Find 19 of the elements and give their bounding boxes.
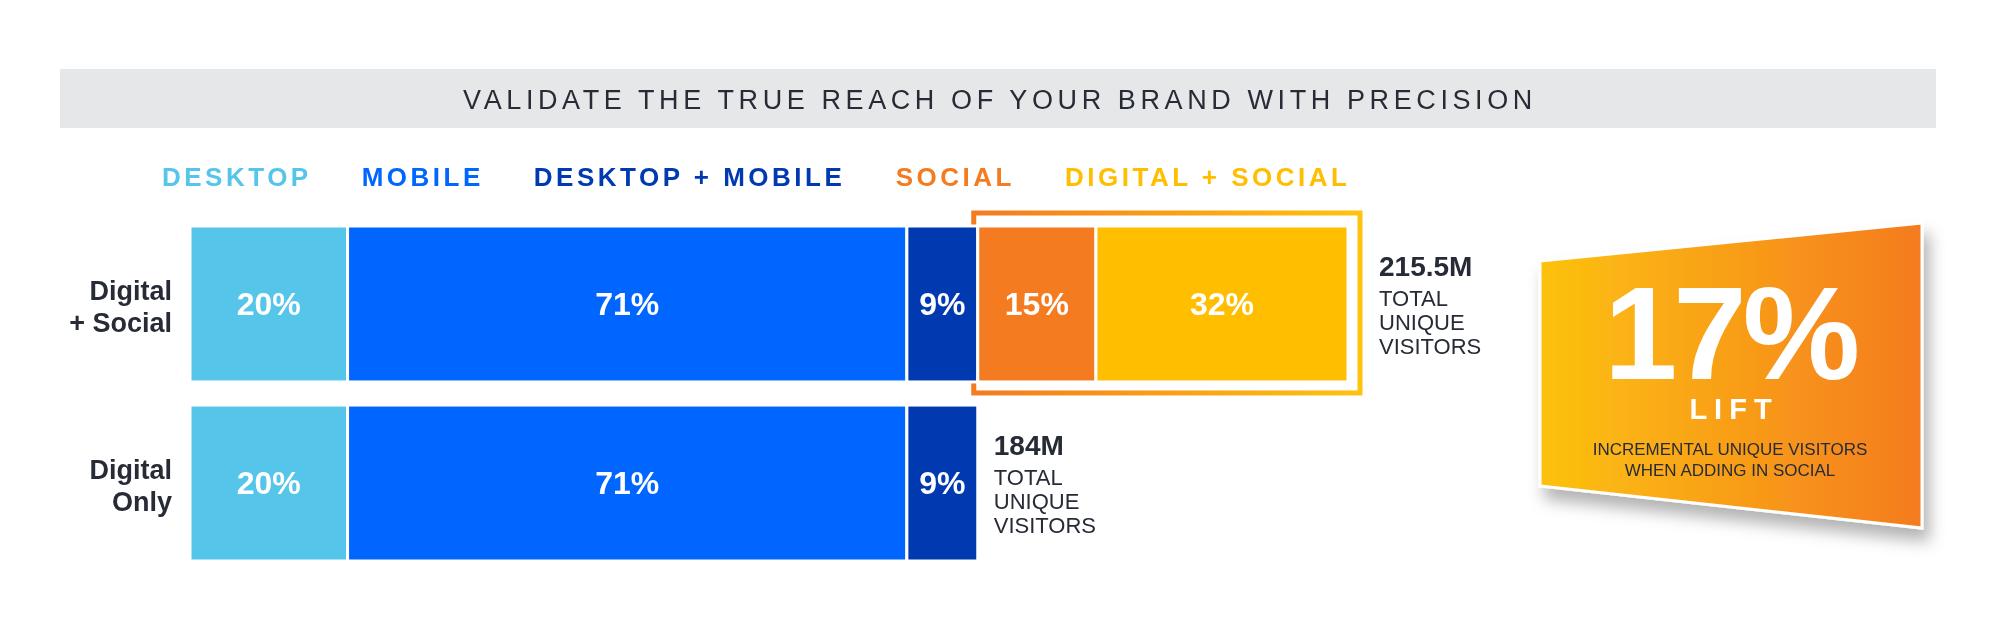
series-label: MOBILE (361, 162, 484, 192)
data-label: 9% (919, 465, 966, 502)
text: 215.5M TOTAL UNIQUE VISITORS (1379, 251, 1482, 359)
text: INCREMENTAL UNIQUE VISITORS WHEN ADDING IN SOCIAL (1592, 440, 1868, 480)
data-label: 20% (236, 285, 301, 322)
data-label: 71% (595, 465, 660, 502)
data-label: 15% (1004, 285, 1069, 322)
data-label: 9% (919, 285, 966, 322)
data-label: 32% (1189, 285, 1254, 322)
series-label: DESKTOP (162, 162, 312, 192)
y-tick-label: Digital Only (89, 455, 172, 518)
text: DESKTOP + MOBILE (533, 162, 846, 192)
chart-title: VALIDATE THE TRUE REACH OF YOUR BRAND WITH PRECISION (463, 85, 1537, 115)
series-label: DIGITAL + SOCIAL (1064, 162, 1351, 192)
annotation: 184M TOTAL UNIQUE VISITORS (993, 430, 1097, 539)
data-label: 20% (236, 465, 301, 502)
y-tick-label: Digital + Social (69, 275, 172, 338)
series-label: SOCIAL (895, 162, 1015, 192)
data-label: 71% (595, 285, 660, 322)
